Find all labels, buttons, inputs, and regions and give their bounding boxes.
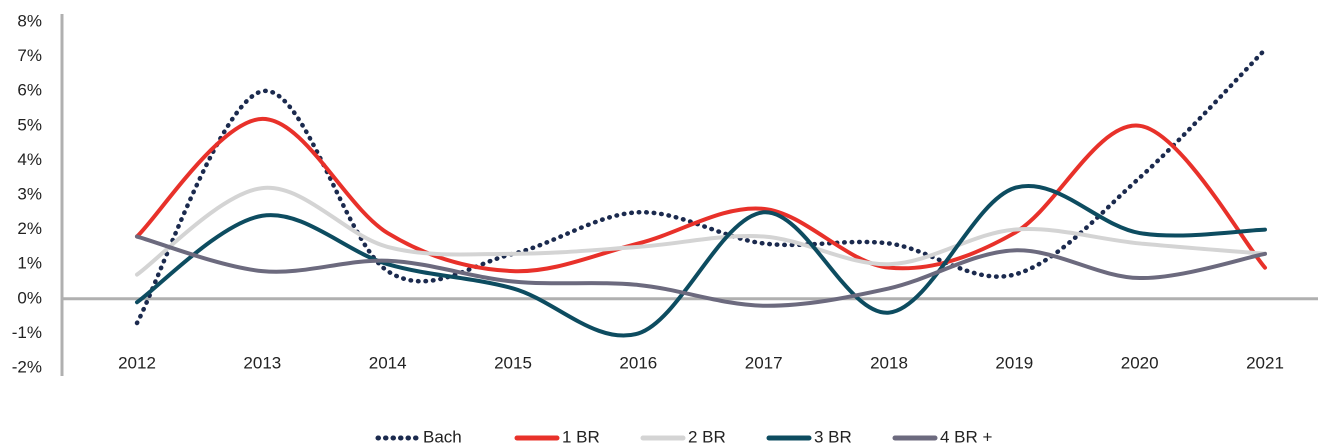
series-line [134,47,1268,326]
x-tick-label: 2012 [118,353,156,372]
x-tick-label: 2013 [243,353,281,372]
legend-label: Bach [423,427,462,446]
legend-label: 1 BR [562,427,600,446]
y-tick-label: 3% [17,184,42,203]
legend-label: 4 BR + [940,427,993,446]
x-tick-label: 2016 [619,353,657,372]
series-line [135,184,1267,338]
y-tick-label: 4% [17,150,42,169]
y-tick-label: 5% [17,115,42,134]
y-tick-label: 0% [17,288,42,307]
x-tick-label: 2018 [870,353,908,372]
x-tick-label: 2021 [1246,353,1284,372]
y-tick-label: 8% [17,11,42,30]
x-tick-label: 2020 [1121,353,1159,372]
legend-label: 2 BR [688,427,726,446]
x-tick-label: 2019 [995,353,1033,372]
series-line [135,116,1267,274]
x-tick-label: 2015 [494,353,532,372]
y-tick-label: 2% [17,219,42,238]
y-tick-label: 1% [17,254,42,273]
series-line [135,234,1267,308]
x-tick-label: 2014 [369,353,407,372]
y-tick-label: 7% [17,46,42,65]
x-tick-label: 2017 [745,353,783,372]
y-tick-label: -2% [12,357,42,376]
series-line [135,185,1267,277]
y-tick-label: 6% [17,81,42,100]
legend-label: 3 BR [814,427,852,446]
y-tick-label: -1% [12,323,42,342]
